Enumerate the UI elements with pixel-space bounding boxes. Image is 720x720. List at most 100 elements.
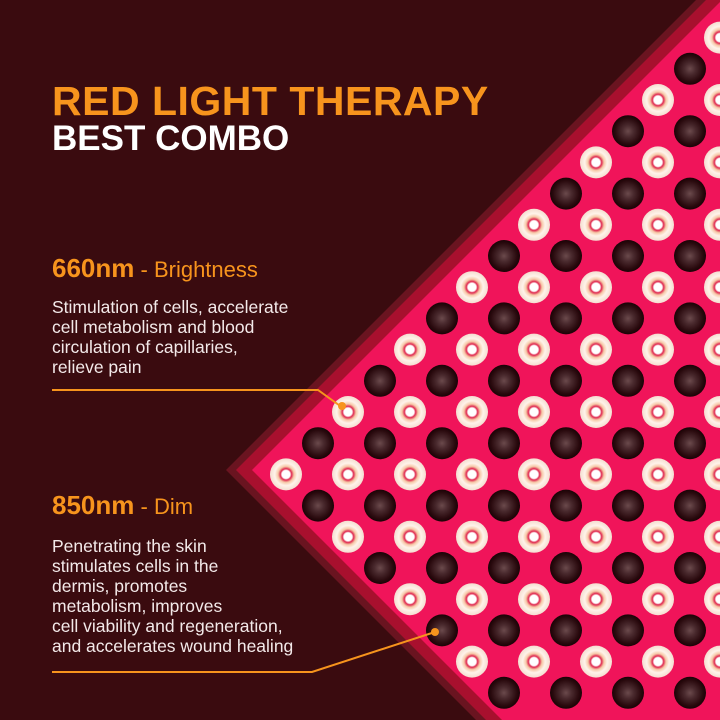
led-850nm-icon (550, 614, 582, 647)
wavelength-850: 850nm (52, 490, 135, 520)
led-660nm-icon (518, 583, 550, 616)
led-850nm-icon (426, 552, 458, 584)
led-660nm-icon (580, 146, 612, 179)
led-660nm-icon (642, 208, 674, 241)
desc-line: dermis, promotes (52, 576, 188, 596)
led-660nm-icon (518, 208, 550, 241)
pointer-dot-660nm (338, 402, 346, 410)
led-660nm-icon (580, 208, 612, 241)
led-850nm-icon (550, 177, 582, 210)
led-850nm-icon (488, 676, 520, 709)
led-660nm-icon (704, 208, 720, 241)
led-660nm-icon (332, 458, 364, 491)
led-850nm-icon (550, 489, 582, 522)
led-660nm-icon (518, 458, 550, 491)
led-850nm-icon (302, 489, 334, 522)
led-660nm-icon (518, 520, 550, 553)
led-660nm-icon (456, 458, 488, 491)
led-660nm-icon (394, 458, 426, 491)
title-line-2: BEST COMBO (52, 119, 290, 158)
led-660nm-icon (580, 333, 612, 366)
desc-line: cell viability and regeneration, (52, 616, 283, 636)
led-850nm-icon (612, 676, 644, 709)
led-660nm-icon (642, 396, 674, 428)
led-660nm-icon (642, 271, 674, 304)
led-850nm-icon (364, 427, 396, 460)
led-660nm-icon (642, 645, 674, 678)
desc-line: stimulates cells in the (52, 556, 219, 576)
led-850nm-icon (674, 427, 706, 460)
led-660nm-icon (704, 396, 720, 428)
led-660nm-icon (642, 146, 674, 179)
led-660nm-icon (580, 520, 612, 553)
feature-660-heading: 660nm - Brightness (52, 253, 258, 284)
led-850nm-icon (612, 489, 644, 522)
led-660nm-icon (704, 458, 720, 491)
pointer-dot-850nm (431, 628, 439, 636)
led-660nm-icon (332, 520, 364, 553)
led-660nm-icon (642, 583, 674, 616)
led-850nm-icon (674, 240, 706, 272)
led-660nm-icon (642, 458, 674, 491)
led-660nm-icon (518, 396, 550, 428)
led-660nm-icon (518, 271, 550, 304)
led-660nm-icon (394, 583, 426, 616)
led-850nm-icon (488, 614, 520, 647)
led-660nm-icon (704, 146, 720, 179)
led-660nm-icon (642, 84, 674, 116)
led-850nm-icon (426, 427, 458, 460)
led-850nm-icon (550, 552, 582, 584)
led-660nm-icon (704, 333, 720, 366)
led-850nm-icon (488, 427, 520, 460)
led-850nm-icon (488, 489, 520, 522)
led-850nm-icon (612, 427, 644, 460)
led-850nm-icon (488, 552, 520, 584)
led-850nm-icon (674, 614, 706, 647)
led-660nm-icon (456, 645, 488, 678)
led-660nm-icon (518, 333, 550, 366)
led-660nm-icon (456, 271, 488, 304)
led-660nm-icon (704, 21, 720, 54)
led-660nm-icon (456, 583, 488, 616)
led-660nm-icon (704, 583, 720, 616)
led-850nm-icon (488, 240, 520, 272)
title-line-1: RED LIGHT THERAPY (52, 78, 489, 124)
feature-850-label: - Dim (134, 494, 194, 519)
led-660nm-icon (580, 396, 612, 428)
feature-660-description: Stimulation of cells, accelerate cell me… (52, 297, 288, 377)
desc-line: and accelerates wound healing (52, 636, 294, 656)
led-850nm-icon (674, 676, 706, 709)
desc-line: Stimulation of cells, accelerate (52, 297, 289, 317)
led-850nm-icon (674, 52, 706, 85)
led-850nm-icon (426, 364, 458, 397)
led-850nm-icon (612, 552, 644, 584)
led-660nm-icon (270, 458, 302, 491)
led-850nm-icon (550, 240, 582, 272)
led-850nm-icon (674, 552, 706, 584)
led-850nm-icon (612, 364, 644, 397)
led-660nm-icon (580, 458, 612, 491)
led-850nm-icon (674, 115, 706, 148)
pointer-line-660nm (52, 389, 344, 409)
led-660nm-icon (394, 333, 426, 366)
led-850nm-icon (612, 177, 644, 210)
led-850nm-icon (674, 364, 706, 397)
led-660nm-icon (580, 645, 612, 678)
led-660nm-icon (704, 520, 720, 553)
led-660nm-icon (704, 271, 720, 304)
led-850nm-icon (612, 614, 644, 647)
led-660nm-icon (394, 520, 426, 553)
desc-line: relieve pain (52, 357, 142, 377)
led-850nm-icon (364, 489, 396, 522)
led-850nm-icon (364, 552, 396, 584)
desc-line: circulation of capillaries, (52, 337, 238, 357)
led-660nm-icon (518, 645, 550, 678)
wavelength-660: 660nm (52, 253, 135, 283)
led-850nm-icon (426, 489, 458, 522)
led-850nm-icon (674, 489, 706, 522)
pointer-line-850nm (52, 631, 436, 673)
led-660nm-icon (456, 520, 488, 553)
led-850nm-icon (612, 240, 644, 272)
led-660nm-icon (394, 396, 426, 428)
